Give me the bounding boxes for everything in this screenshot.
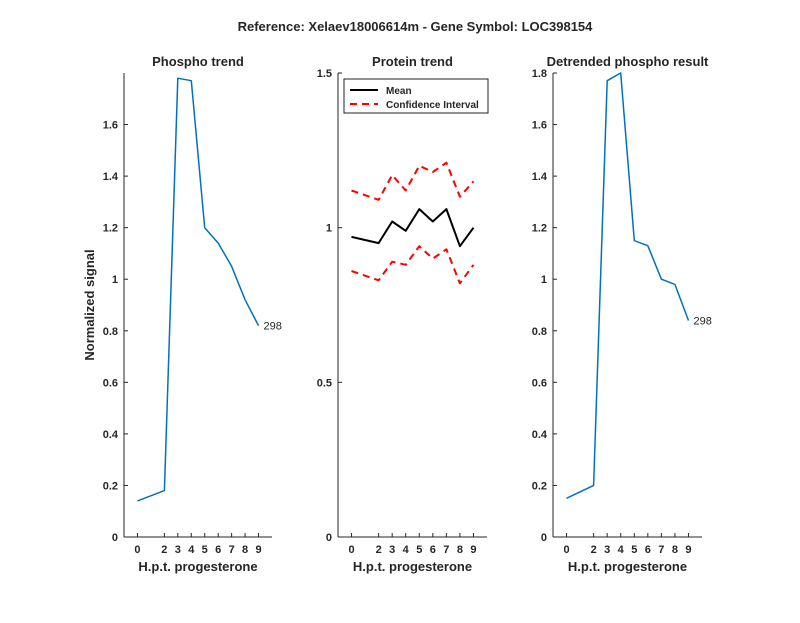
- end-data-label: 298: [693, 315, 711, 327]
- x-tick-label: 2: [376, 544, 382, 556]
- x-tick-label: 5: [202, 544, 208, 556]
- y-tick-label: 0.4: [103, 429, 119, 441]
- x-tick-label: 8: [242, 544, 248, 556]
- series-line: [351, 161, 475, 201]
- y-tick-label: 1.5: [317, 68, 332, 80]
- subplot-1: 0 0.2 0.4 0.6 0.8 1 1.2 1.4 1.6 0 2 3 4 5 6 7 8 9 Phospho …: [82, 54, 282, 574]
- x-tick-label: 8: [672, 544, 678, 556]
- x-tick-label: 9: [470, 544, 476, 556]
- y-tick-label: 0: [541, 532, 547, 544]
- subplot-3: 0 0.2 0.4 0.6 0.8 1 1.2 1.4 1.6 1.8 0 2 3 4 5 6 7 8 9 Detre…: [532, 54, 712, 574]
- subplot-title: Phospho trend: [152, 54, 244, 69]
- y-tick-label: 1: [541, 274, 547, 286]
- x-tick-label: 4: [403, 544, 410, 556]
- subplot-2: 0 0.5 1 1.5 0 2 3 4 5 6 7 8 9 Protein trend H.p.t. pro…: [317, 54, 489, 574]
- y-tick-label: 0.5: [317, 377, 332, 389]
- x-tick-label: 5: [416, 544, 422, 556]
- x-tick-label: 7: [229, 544, 235, 556]
- x-tick-label: 6: [645, 544, 651, 556]
- x-axis-label: H.p.t. progesterone: [353, 559, 472, 574]
- series-line: [137, 77, 260, 502]
- x-tick-label: 7: [443, 544, 449, 556]
- x-tick-label: 8: [457, 544, 463, 556]
- x-tick-label: 9: [685, 544, 691, 556]
- y-tick-label: 1.4: [103, 171, 119, 183]
- y-tick-label: 0.8: [532, 326, 547, 338]
- y-tick-label: 1.8: [532, 68, 547, 80]
- legend: Mean Confidence Interval: [343, 78, 489, 114]
- y-tick-label: 1.2: [532, 223, 547, 235]
- y-axis-label: Normalized signal: [82, 249, 97, 360]
- x-axis-label: H.p.t. progesterone: [568, 559, 687, 574]
- x-tick-label: 9: [255, 544, 261, 556]
- y-tick-label: 1.4: [532, 171, 548, 183]
- figure-title: Reference: Xelaev18006614m - Gene Symbol…: [238, 19, 594, 34]
- y-tick-label: 0: [112, 532, 118, 544]
- series-line: [351, 208, 475, 248]
- y-tick-label: 0.6: [532, 377, 547, 389]
- y-tick-label: 0.4: [532, 429, 548, 441]
- x-tick-label: 7: [658, 544, 664, 556]
- x-tick-label: 4: [188, 544, 195, 556]
- y-tick-label: 0.2: [532, 480, 547, 492]
- x-tick-label: 2: [161, 544, 167, 556]
- subplot-title: Detrended phospho result: [547, 54, 709, 69]
- x-tick-label: 3: [175, 544, 181, 556]
- series-line: [351, 245, 475, 285]
- subplot-title: Protein trend: [372, 54, 453, 69]
- y-tick-label: 0.6: [103, 377, 118, 389]
- x-tick-label: 6: [215, 544, 221, 556]
- y-tick-label: 0.2: [103, 480, 118, 492]
- subplots: 00.20.40.60.811.21.41.60 2 3 4 5 6 7 8 9Phospho …: [82, 54, 712, 574]
- x-tick-label: 0: [348, 544, 354, 556]
- legend-entry: Confidence Interval: [386, 100, 479, 111]
- legend-entry: Mean: [386, 86, 412, 97]
- y-tick-label: 1.6: [532, 120, 547, 132]
- series-line: [566, 72, 690, 499]
- x-tick-label: 2: [591, 544, 597, 556]
- y-tick-label: 1: [326, 223, 332, 235]
- legend-box: [343, 78, 489, 114]
- y-tick-label: 1.6: [103, 120, 118, 132]
- x-tick-label: 3: [389, 544, 395, 556]
- x-tick-label: 3: [604, 544, 610, 556]
- x-tick-label: 6: [430, 544, 436, 556]
- x-tick-label: 5: [631, 544, 637, 556]
- x-tick-label: 4: [618, 544, 625, 556]
- x-tick-label: 0: [134, 544, 140, 556]
- x-tick-label: 0: [563, 544, 569, 556]
- y-tick-label: 1: [112, 274, 118, 286]
- end-data-label: 298: [264, 321, 282, 333]
- x-axis-label: H.p.t. progesterone: [138, 559, 257, 574]
- y-tick-label: 0: [326, 532, 332, 544]
- y-tick-label: 1.2: [103, 223, 118, 235]
- y-tick-label: 0.8: [103, 326, 118, 338]
